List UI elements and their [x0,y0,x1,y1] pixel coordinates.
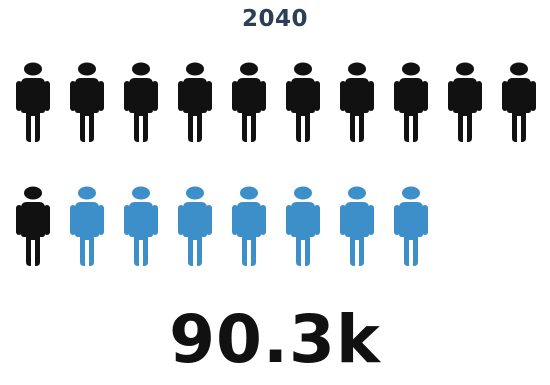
person-icon [286,186,320,266]
person-icon [340,186,374,266]
person-icon [232,62,266,142]
person-icon [16,62,50,142]
person-icon [340,62,374,142]
person-icon [178,62,212,142]
person-icon [502,62,536,142]
person-icon [178,186,212,266]
person-pictogram [16,62,536,266]
person-icon [448,62,482,142]
person-icon [286,62,320,142]
total-value: 90.3k [169,301,381,378]
person-icon [124,186,158,266]
person-icon [394,186,428,266]
person-icon [70,62,104,142]
year-label: 2040 [241,6,308,32]
person-icon [16,186,50,266]
person-icon [70,186,104,266]
person-icon [394,62,428,142]
person-icon [232,186,266,266]
person-icon [124,62,158,142]
